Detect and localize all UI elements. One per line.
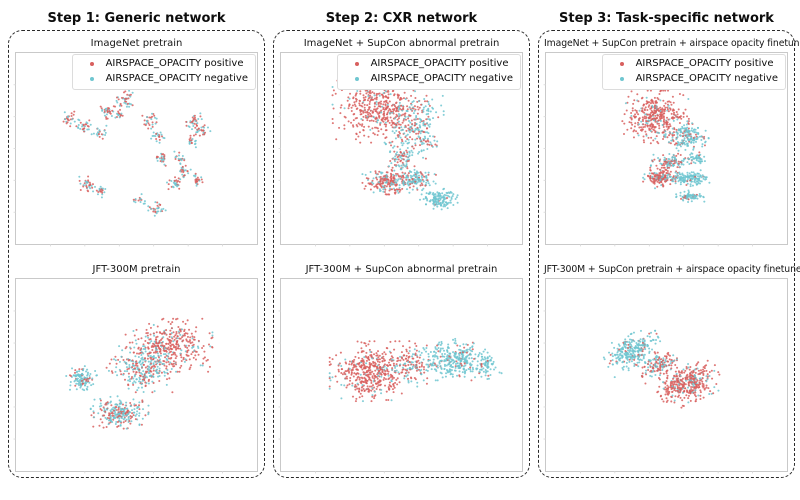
panel-imagenet-supcon-pretrain: ImageNet + SupCon abnormal pretrain AIRS…: [278, 35, 524, 247]
legend-item-positive: AIRSPACE_OPACITY positive: [89, 58, 248, 70]
tsne-scatter: [543, 84, 753, 247]
tsne-scatter: [278, 75, 488, 247]
plot-area: [278, 278, 523, 474]
tsne-scatter: [543, 310, 753, 474]
legend-item-positive: AIRSPACE_OPACITY positive: [354, 58, 513, 70]
legend-label: AIRSPACE_OPACITY positive: [370, 58, 509, 69]
column-step1: Step 1: Generic network ImageNet pretrai…: [8, 8, 265, 478]
legend-label: AIRSPACE_OPACITY positive: [105, 58, 244, 69]
column-step3: Step 3: Task-specific network ImageNet +…: [538, 8, 800, 478]
panel-title: ImageNet pretrain: [90, 38, 183, 49]
columns-row: Step 1: Generic network ImageNet pretrai…: [8, 8, 800, 478]
legend-label: AIRSPACE_OPACITY negative: [105, 73, 248, 84]
plot-area: [543, 278, 788, 474]
column-header-step2: Step 2: CXR network: [325, 11, 478, 26]
panel-title: JFT-300M + SupCon abnormal pretrain: [305, 264, 498, 275]
legend-label: AIRSPACE_OPACITY negative: [370, 73, 513, 84]
column-box-step2: ImageNet + SupCon abnormal pretrain AIRS…: [273, 30, 530, 478]
plot-area: [13, 278, 258, 474]
panel-title: JFT-300M + SupCon pretrain + airspace op…: [544, 264, 800, 275]
plot-area: AIRSPACE_OPACITY positive AIRSPACE_OPACI…: [13, 52, 258, 247]
positive-marker-icon: [89, 62, 94, 66]
plot-area: AIRSPACE_OPACITY positive AIRSPACE_OPACI…: [278, 52, 523, 247]
column-step2: Step 2: CXR network ImageNet + SupCon ab…: [273, 8, 530, 478]
legend-item-negative: AIRSPACE_OPACITY negative: [619, 73, 778, 85]
panel-imagenet-finetune: ImageNet + SupCon pretrain + airspace op…: [543, 35, 800, 247]
legend-item-negative: AIRSPACE_OPACITY negative: [354, 73, 513, 85]
column-header-step1: Step 1: Generic network: [47, 11, 226, 26]
tsne-scatter: [278, 310, 503, 474]
legend: AIRSPACE_OPACITY positive AIRSPACE_OPACI…: [601, 54, 786, 90]
panel-jft-pretrain: JFT-300M pretrain: [13, 245, 259, 474]
column-box-step1: ImageNet pretrain AIRSPACE_OPACITY posit…: [8, 30, 265, 478]
legend-item-positive: AIRSPACE_OPACITY positive: [619, 58, 778, 70]
panel-jft-supcon-pretrain: JFT-300M + SupCon abnormal pretrain: [278, 245, 524, 474]
panel-title: ImageNet + SupCon pretrain + airspace op…: [544, 38, 800, 49]
legend: AIRSPACE_OPACITY positive AIRSPACE_OPACI…: [336, 54, 521, 90]
legend-label: AIRSPACE_OPACITY negative: [635, 73, 778, 84]
panel-title: ImageNet + SupCon abnormal pretrain: [303, 38, 500, 49]
negative-marker-icon: [354, 77, 359, 81]
legend-item-negative: AIRSPACE_OPACITY negative: [89, 73, 248, 85]
plot-area: AIRSPACE_OPACITY positive AIRSPACE_OPACI…: [543, 52, 788, 247]
panel-title: JFT-300M pretrain: [92, 264, 181, 275]
negative-marker-icon: [89, 77, 94, 81]
positive-marker-icon: [354, 62, 359, 66]
tsne-scatter: [13, 310, 223, 474]
column-box-step3: ImageNet + SupCon pretrain + airspace op…: [538, 30, 800, 478]
panel-imagenet-pretrain: ImageNet pretrain AIRSPACE_OPACITY posit…: [13, 35, 259, 247]
legend-label: AIRSPACE_OPACITY positive: [635, 58, 774, 69]
legend: AIRSPACE_OPACITY positive AIRSPACE_OPACI…: [71, 54, 256, 90]
positive-marker-icon: [619, 62, 624, 66]
column-header-step3: Step 3: Task-specific network: [559, 11, 774, 26]
panel-jft-finetune: JFT-300M + SupCon pretrain + airspace op…: [543, 245, 800, 474]
negative-marker-icon: [619, 77, 624, 81]
